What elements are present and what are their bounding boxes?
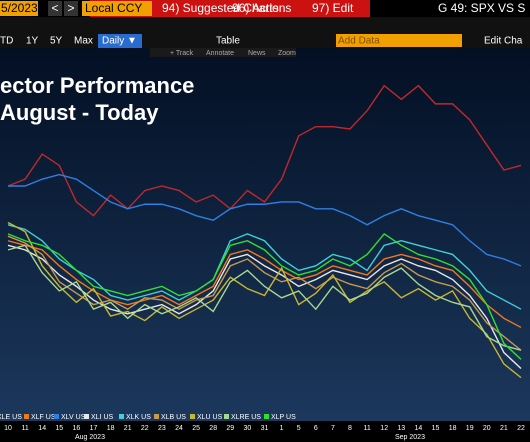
period[interactable]: 5Y bbox=[50, 36, 63, 47]
series-line bbox=[7, 84, 522, 217]
legend-swatch bbox=[190, 414, 195, 419]
period[interactable]: Max bbox=[74, 36, 93, 47]
legend-label: XLU US bbox=[197, 414, 223, 421]
freq-btn[interactable] bbox=[98, 34, 142, 48]
x-tick-label: 5 bbox=[297, 425, 301, 432]
x-tick-label: 7 bbox=[331, 425, 335, 432]
legend-swatch bbox=[264, 414, 269, 419]
legend-label: XLB US bbox=[161, 414, 186, 421]
legend-label: XLE US bbox=[0, 414, 22, 421]
x-tick-label: 30 bbox=[244, 425, 252, 432]
edit[interactable]: Edit Cha bbox=[484, 36, 523, 47]
ticker: G 49: SPX VS S bbox=[438, 1, 525, 15]
ccy-field2 bbox=[82, 1, 152, 16]
x-tick-label: 25 bbox=[192, 425, 200, 432]
x-tick-label: 18 bbox=[449, 425, 457, 432]
x-tick-label: 28 bbox=[209, 425, 217, 432]
x-tick-label: 11 bbox=[21, 425, 28, 432]
menu-bg bbox=[90, 0, 370, 17]
series-line bbox=[7, 232, 522, 360]
add-data: Add Data bbox=[338, 36, 380, 47]
menu-item[interactable]: 97) Edit bbox=[312, 1, 354, 15]
prev: < bbox=[51, 1, 58, 15]
ccy-text: Local CCY bbox=[85, 1, 142, 15]
x-tick-label: 20 bbox=[483, 425, 491, 432]
x-tick-label: 15 bbox=[55, 425, 63, 432]
x-tick-label: 14 bbox=[38, 425, 46, 432]
x-tick-label: 15 bbox=[432, 425, 440, 432]
tool[interactable]: News bbox=[248, 50, 266, 57]
month-label: Aug 2023 bbox=[75, 434, 105, 441]
series-line bbox=[8, 173, 522, 267]
x-tick-label: 18 bbox=[107, 425, 115, 432]
x-tick-label: 11 bbox=[363, 425, 370, 432]
month-label: Sep 2023 bbox=[395, 434, 425, 441]
x-tick-label: 22 bbox=[517, 425, 525, 432]
x-tick-label: 21 bbox=[500, 425, 508, 432]
series-line bbox=[7, 224, 522, 310]
x-tick-label: 14 bbox=[415, 425, 423, 432]
period[interactable]: TD bbox=[0, 36, 13, 47]
x-tick-label: 19 bbox=[466, 425, 474, 432]
x-tick-label: 16 bbox=[73, 425, 81, 432]
x-axis-bg bbox=[0, 421, 530, 442]
add-data-field[interactable] bbox=[336, 34, 462, 47]
table[interactable]: Table bbox=[216, 36, 240, 47]
x-tick-label: 23 bbox=[158, 425, 166, 432]
tool[interactable]: Annotate bbox=[206, 50, 234, 57]
legend-label: XLF US bbox=[31, 414, 56, 421]
next: > bbox=[67, 1, 74, 15]
chart-title: ector Performance bbox=[0, 73, 194, 98]
legend-swatch bbox=[54, 414, 59, 419]
x-tick-label: 31 bbox=[261, 425, 269, 432]
menu-item[interactable]: 96) Actions bbox=[232, 1, 291, 15]
series-line bbox=[7, 244, 522, 370]
x-tick-label: 29 bbox=[226, 425, 234, 432]
menu-item[interactable]: 94) Suggested Charts bbox=[162, 1, 279, 15]
legend-label: XLP US bbox=[271, 414, 296, 421]
series-line bbox=[7, 221, 522, 379]
tools-bar bbox=[150, 48, 296, 57]
x-tick-label: 10 bbox=[4, 425, 12, 432]
frequency: Daily ▼ bbox=[102, 36, 137, 47]
legend-swatch bbox=[119, 414, 124, 419]
series-line bbox=[7, 235, 522, 351]
x-tick-label: 6 bbox=[314, 425, 318, 432]
period[interactable]: 1Y bbox=[26, 36, 39, 47]
legend-label: XLK US bbox=[126, 414, 151, 421]
x-tick-label: 17 bbox=[90, 425, 98, 432]
date-field[interactable] bbox=[0, 1, 38, 16]
legend-swatch bbox=[154, 414, 159, 419]
x-tick-label: 8 bbox=[348, 425, 352, 432]
legend-label: XLI US bbox=[91, 414, 114, 421]
legend-label: XLV US bbox=[61, 414, 86, 421]
x-tick-label: 24 bbox=[175, 425, 183, 432]
x-tick-label: 22 bbox=[141, 425, 149, 432]
next-btn[interactable] bbox=[64, 1, 78, 16]
legend-swatch bbox=[24, 414, 29, 419]
series-line bbox=[7, 244, 522, 351]
x-tick-label: 13 bbox=[397, 425, 405, 432]
x-tick-label: 21 bbox=[124, 425, 132, 432]
x-tick-label: 1 bbox=[280, 425, 284, 432]
legend-swatch bbox=[84, 414, 89, 419]
legend-swatch bbox=[224, 414, 229, 419]
tool[interactable]: Zoom bbox=[278, 50, 296, 57]
legend-label: XLRE US bbox=[231, 414, 261, 421]
tool[interactable]: + Track bbox=[170, 50, 194, 57]
x-tick-label: 12 bbox=[380, 425, 388, 432]
chart-subtitle: August - Today bbox=[0, 100, 159, 125]
prev-btn[interactable] bbox=[48, 1, 62, 16]
date: 5/2023 bbox=[1, 1, 38, 15]
series-line bbox=[7, 240, 522, 329]
